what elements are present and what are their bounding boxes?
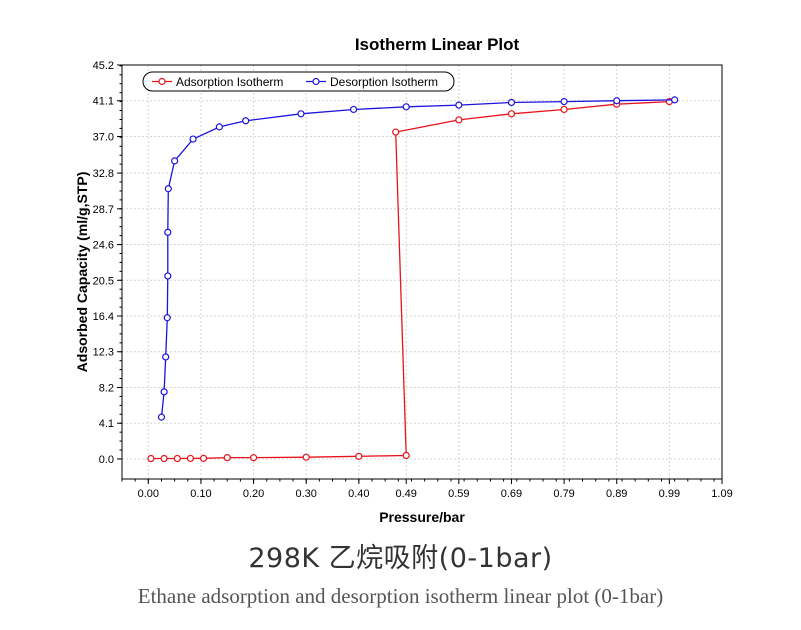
desorption-point	[242, 117, 250, 125]
desorption-point	[163, 314, 171, 322]
desorption-point	[162, 353, 170, 361]
y-tick-label: 32.8	[93, 168, 114, 180]
adsorption-point	[402, 451, 410, 460]
legend-marker-adsorption	[158, 77, 166, 86]
adsorption-series	[147, 98, 673, 463]
desorption-point	[349, 105, 358, 114]
x-tick-label: 0.49	[395, 488, 416, 500]
y-tick-label: 28.7	[93, 204, 114, 216]
figure-caption-english: Ethane adsorption and desorption isother…	[137, 584, 664, 608]
adsorption-point	[249, 454, 258, 462]
x-tick-label: 0.40	[348, 488, 369, 500]
adsorption-point	[186, 454, 195, 463]
x-tick-label: 0.10	[190, 488, 211, 500]
legend: Adsorption Isotherm Desorption Isotherm	[142, 71, 455, 92]
desorption-point	[507, 98, 516, 107]
chart-title: Isotherm Linear Plot	[355, 35, 520, 54]
desorption-point	[189, 135, 197, 143]
y-tick-label: 12.3	[93, 347, 114, 359]
adsorption-point	[302, 453, 310, 461]
desorption-series	[157, 96, 679, 421]
plot-area-frame	[121, 64, 723, 480]
x-tick-label: 0.59	[448, 488, 469, 500]
desorption-point	[671, 96, 679, 104]
desorption-point	[402, 103, 410, 111]
desorption-point	[455, 101, 463, 109]
y-tick-label: 37.0	[93, 131, 114, 143]
adsorption-point	[199, 454, 208, 462]
x-tick-label: 1.09	[711, 488, 732, 500]
y-tick-label: 24.6	[93, 240, 114, 252]
adsorption-line	[150, 100, 670, 460]
legend-marker-desorption	[312, 77, 320, 86]
adsorption-point	[507, 110, 516, 118]
adsorption-point	[560, 105, 568, 114]
adsorption-point	[223, 454, 231, 462]
desorption-point	[164, 272, 172, 280]
x-tick-label: 0.79	[553, 488, 574, 500]
adsorption-point	[160, 454, 168, 463]
legend-label-adsorption: Adsorption Isotherm	[176, 75, 283, 89]
legend-label-desorption: Desorption Isotherm	[330, 75, 438, 89]
desorption-point	[297, 110, 305, 118]
x-tick-label: 0.20	[243, 488, 264, 500]
desorption-point	[160, 388, 168, 396]
adsorption-point	[355, 452, 363, 460]
desorption-point	[164, 228, 172, 236]
axes: 0.0 4.1 8.2 12.3 16.4 20.5 24.6 28.7 32.8 37.0 41.…	[93, 60, 733, 500]
desorption-point	[171, 157, 179, 165]
data-series	[147, 96, 679, 463]
desorption-point	[164, 185, 172, 193]
adsorption-point	[147, 454, 155, 463]
y-tick-label: 20.5	[93, 275, 114, 287]
isotherm-chart: Isotherm Linear Plot 0.0 4.1 8.2 12.3 16.4 20…	[74, 35, 733, 525]
figure-caption: 298K 乙烷吸附(0-1bar)	[248, 543, 553, 574]
x-tick-label: 0.30	[295, 488, 316, 500]
x-tick-label: 0.89	[606, 488, 627, 500]
y-tick-label: 0.0	[99, 454, 114, 466]
y-tick-label: 45.2	[93, 60, 114, 72]
x-tick-label: 0.69	[501, 488, 522, 500]
adsorption-point	[455, 116, 463, 124]
x-tick-label: 0.99	[659, 488, 680, 500]
desorption-point	[157, 413, 166, 421]
y-tick-label: 16.4	[93, 311, 114, 323]
x-tick-label: 0.00	[138, 488, 159, 500]
desorption-point	[215, 123, 223, 131]
y-tick-label: 4.1	[99, 418, 114, 430]
y-tick-label: 8.2	[99, 382, 114, 394]
x-axis-label: Pressure/bar	[379, 509, 465, 525]
desorption-point	[613, 97, 621, 105]
adsorption-point	[392, 128, 400, 136]
adsorption-point	[173, 454, 181, 463]
legend-box	[142, 71, 455, 92]
y-axis-label: Adsorbed Capacity (ml/g,STP)	[74, 172, 90, 373]
desorption-point	[560, 98, 568, 106]
y-tick-label: 41.1	[93, 96, 114, 108]
